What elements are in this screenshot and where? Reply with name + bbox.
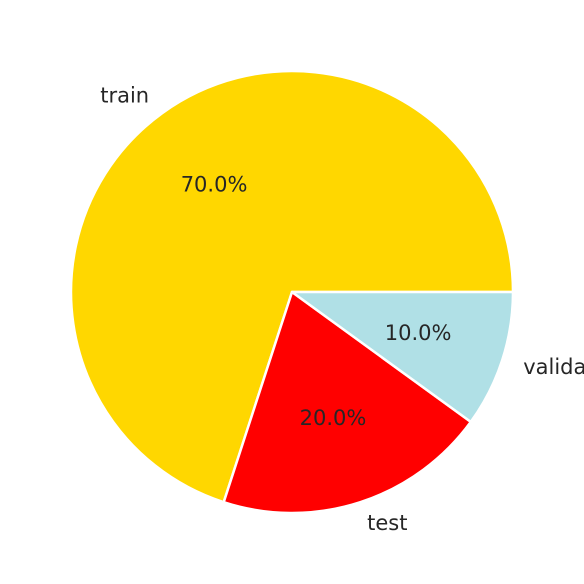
- pie-slice-test: [222, 290, 473, 515]
- labels-layer: train 70.0% test 20.0% validation 10.0%: [100, 83, 584, 535]
- slices-layer: [69, 69, 515, 515]
- slice-label-train: train: [100, 83, 149, 107]
- pie-slice-train: [69, 69, 515, 504]
- slice-percent-train: 70.0%: [181, 173, 248, 197]
- slice-percent-test: 20.0%: [300, 406, 367, 430]
- slice-label-test: test: [367, 511, 407, 535]
- pie-slice-validation: [290, 290, 515, 424]
- slice-label-validation: validation: [523, 355, 584, 379]
- slice-percent-validation: 10.0%: [385, 321, 452, 345]
